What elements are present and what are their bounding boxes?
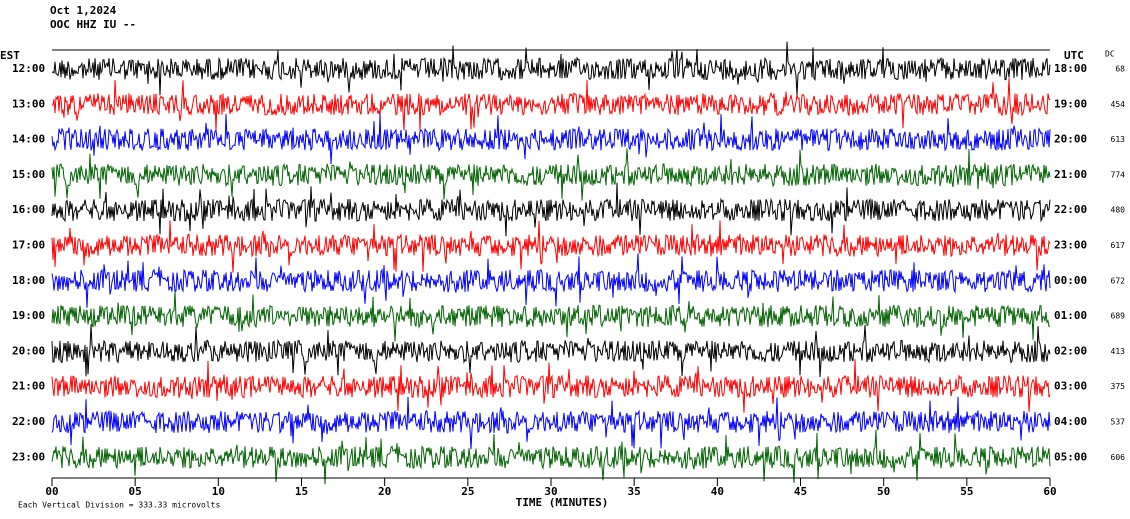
dc-title: DC: [1105, 50, 1115, 59]
right-label: 18:00: [1054, 62, 1087, 75]
dc-value: 375: [1111, 382, 1126, 391]
trace: [51, 396, 1051, 450]
left-label: 23:00: [12, 450, 45, 463]
dc-value: 480: [1111, 206, 1126, 215]
right-label: 22:00: [1054, 203, 1087, 216]
left-label: 22:00: [12, 415, 45, 428]
right-label: 23:00: [1054, 239, 1087, 252]
left-label: 19:00: [12, 309, 45, 322]
right-label: 04:00: [1054, 415, 1087, 428]
right-label: 19:00: [1054, 97, 1087, 110]
left-label: 21:00: [12, 380, 45, 393]
left-label: 20:00: [12, 344, 45, 357]
footer: Each Vertical Division = 333.33 microvol…: [18, 501, 220, 510]
dc-value: 613: [1111, 135, 1126, 144]
trace: [51, 429, 1051, 485]
left-label: 12:00: [12, 62, 45, 75]
x-tick-label: 05: [129, 485, 142, 498]
x-tick-label: 45: [794, 485, 807, 498]
x-tick-label: 15: [295, 485, 308, 498]
left-label: 15:00: [12, 168, 45, 181]
x-tick-label: 55: [960, 485, 973, 498]
trace: [51, 78, 1051, 131]
right-label: 21:00: [1054, 168, 1087, 181]
right-label: 03:00: [1054, 380, 1087, 393]
trace: [51, 324, 1051, 378]
trace: [51, 113, 1051, 165]
trace: [51, 253, 1051, 308]
left-label: 17:00: [12, 239, 45, 252]
trace: [51, 148, 1051, 201]
trace: [51, 41, 1051, 96]
dc-value: 454: [1111, 100, 1126, 109]
dc-value: 606: [1111, 453, 1126, 462]
x-tick-label: 20: [378, 485, 391, 498]
x-tick-label: 50: [877, 485, 890, 498]
left-label: 13:00: [12, 97, 45, 110]
right-label: 02:00: [1054, 344, 1087, 357]
dc-value: 774: [1111, 170, 1126, 179]
date: Oct 1,2024: [50, 4, 117, 17]
x-tick-label: 40: [711, 485, 724, 498]
left-label: 18:00: [12, 274, 45, 287]
trace: [51, 182, 1051, 237]
dc-value: 689: [1111, 312, 1126, 321]
x-tick-label: 00: [45, 485, 58, 498]
dc-value: 537: [1111, 418, 1126, 427]
x-tick-label: 25: [461, 485, 474, 498]
x-tick-label: 60: [1043, 485, 1056, 498]
x-tick-label: 35: [628, 485, 641, 498]
left-label: 16:00: [12, 203, 45, 216]
right-label: 05:00: [1054, 450, 1087, 463]
traces: [51, 41, 1051, 485]
right-label: 00:00: [1054, 274, 1087, 287]
trace: [51, 291, 1051, 342]
dc-value: 68: [1115, 65, 1125, 74]
x-axis-title: TIME (MINUTES): [516, 496, 609, 509]
left-title: EST: [0, 49, 20, 62]
dc-value: 413: [1111, 347, 1126, 356]
right-label: 20:00: [1054, 133, 1087, 146]
trace: [51, 220, 1051, 273]
dc-value: 672: [1111, 276, 1126, 285]
station: OOC HHZ IU --: [50, 18, 136, 31]
right-label: 01:00: [1054, 309, 1087, 322]
x-tick-label: 10: [212, 485, 225, 498]
x-tick-label: 30: [544, 485, 557, 498]
dc-value: 617: [1111, 241, 1126, 250]
trace: [51, 359, 1051, 413]
left-label: 14:00: [12, 133, 45, 146]
right-title: UTC: [1064, 49, 1084, 62]
